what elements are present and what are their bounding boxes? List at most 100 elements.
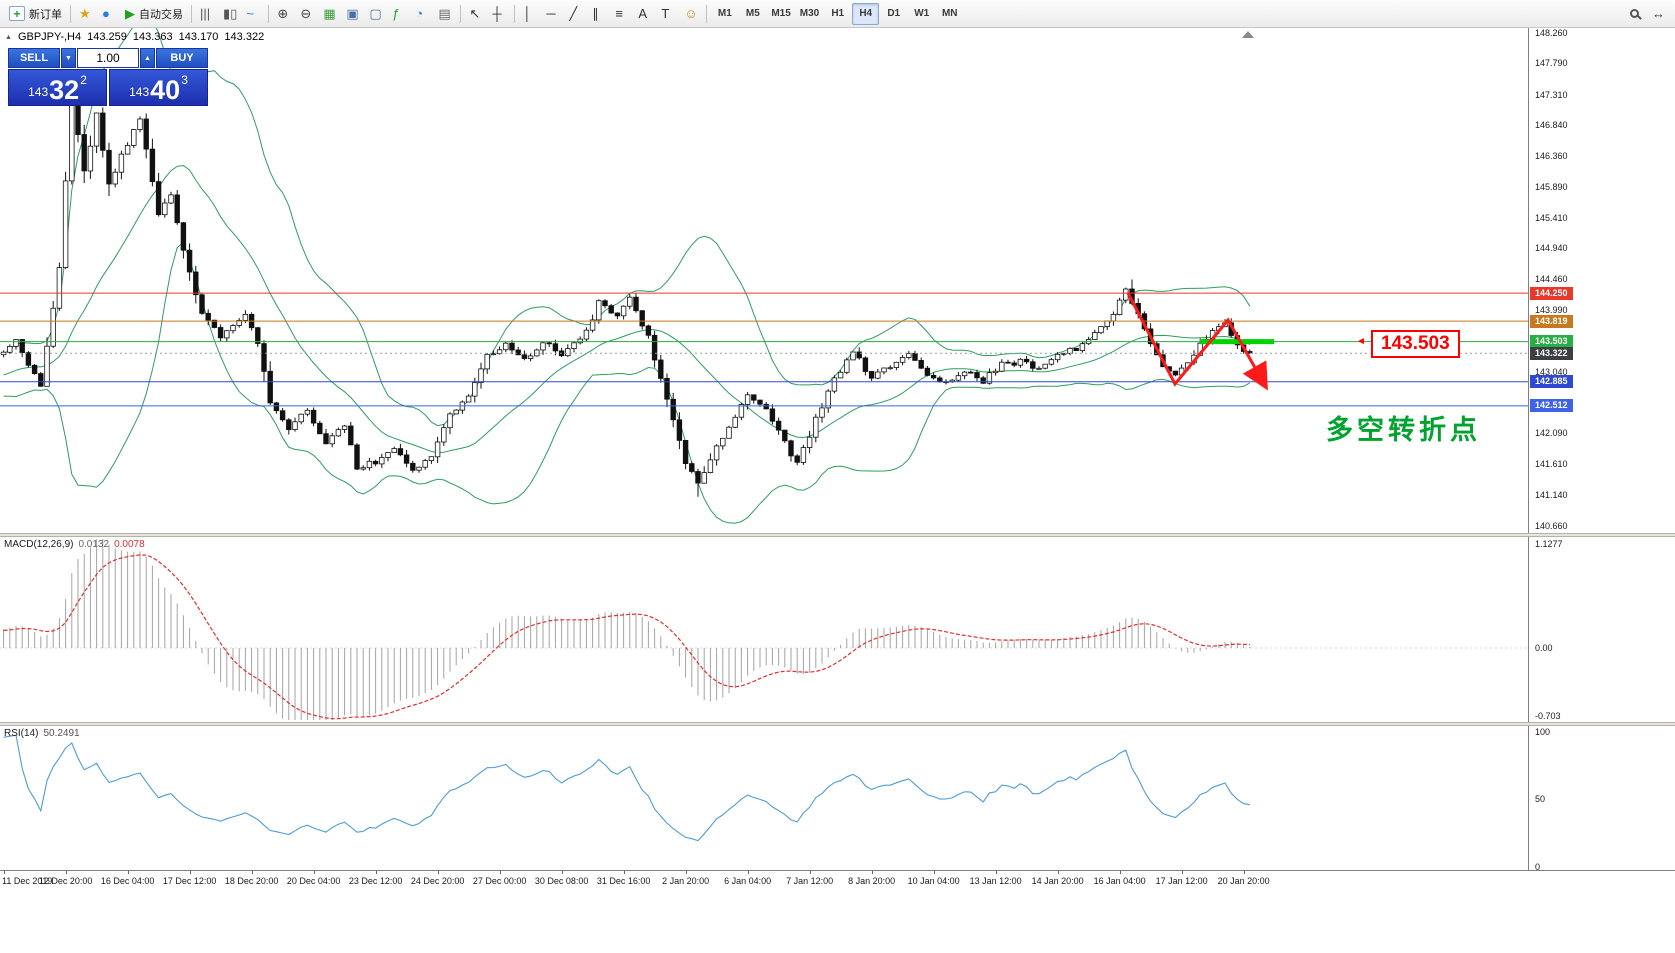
time-axis-tick: [251, 871, 253, 874]
metaeditor-button[interactable]: ★: [75, 3, 97, 25]
price-tag-143.503: 143.503: [1530, 335, 1573, 349]
chart-candles-button[interactable]: ▮▯: [219, 3, 241, 25]
time-axis-label: 20 Jan 20:00: [1217, 876, 1270, 886]
price-tag-143.819: 143.819: [1530, 314, 1573, 328]
timeframe-h4-button[interactable]: H4: [852, 2, 880, 25]
timeframe-h1-button[interactable]: H1: [824, 3, 851, 25]
channel-button[interactable]: ∥: [588, 3, 610, 25]
timeframe-m15-button[interactable]: M15: [767, 3, 794, 25]
macd-axis-tick: -0.703: [1535, 710, 1561, 721]
timeframe-m1-button[interactable]: M1: [711, 3, 738, 25]
toolbar-separator: [70, 4, 71, 23]
chart-symbol-header: ▲ GBPJPY-,H4 143.259 143.363 143.170 143…: [5, 31, 264, 43]
timeframe-m5-button[interactable]: M5: [739, 3, 766, 25]
indicators-icon: ƒ: [392, 6, 400, 21]
autotrading-play-icon: ▶: [125, 6, 135, 21]
zoom-in-button[interactable]: ⊕: [273, 3, 295, 25]
time-axis-tick: [1181, 871, 1183, 874]
rsi-axis-tick: 50: [1535, 793, 1546, 804]
trendline-button[interactable]: ╱: [565, 3, 587, 25]
tile-windows-button[interactable]: ▦: [319, 3, 341, 25]
buy-price-button[interactable]: 143 40 3: [109, 69, 208, 106]
fibonacci-icon: ≡: [615, 6, 623, 21]
search-button[interactable]: [1624, 3, 1647, 25]
ohlc-open: 143.259: [87, 31, 127, 43]
price-callout-box[interactable]: 143.503: [1371, 330, 1460, 358]
timeframe-d1-button[interactable]: D1: [880, 3, 907, 25]
vertical-line-icon: │: [523, 6, 532, 21]
text-button[interactable]: A: [634, 3, 656, 25]
timeframe-m30-button[interactable]: M30: [796, 3, 823, 25]
text-icon: A: [638, 6, 647, 21]
price-axis-tick: 144.460: [1535, 274, 1568, 285]
volume-increase-button[interactable]: ▲: [140, 48, 155, 68]
fibonacci-button[interactable]: ≡: [611, 3, 633, 25]
sell-button[interactable]: SELL: [8, 48, 60, 68]
timeframe-mn-button[interactable]: MN: [936, 3, 963, 25]
turning-point-text[interactable]: 多空转折点: [1326, 415, 1481, 445]
price-axis[interactable]: 148.260 147.790 147.310 146.840 146.360 145.8…: [1528, 28, 1675, 872]
time-axis-tick: [499, 871, 501, 874]
cascade-windows-button[interactable]: ▣: [342, 3, 364, 25]
sell-price-fraction: 2: [80, 73, 87, 87]
cursor-icon: ↖: [469, 6, 481, 21]
price-chart-canvas[interactable]: [0, 28, 1528, 533]
price-axis-tick: 143.990: [1535, 304, 1568, 315]
candles-chart-icon: ▮▯: [223, 6, 238, 21]
time-axis-tick: [871, 871, 873, 874]
price-axis-tick: 146.840: [1535, 120, 1568, 131]
new-chart-button[interactable]: ▢: [365, 3, 387, 25]
periods-button[interactable]: ◔: [411, 3, 433, 25]
crosshair-icon: ┼: [492, 6, 502, 21]
rsi-axis-tick: 100: [1535, 727, 1551, 737]
time-axis-tick: [1119, 871, 1121, 874]
time-axis-label: 14 Jan 20:00: [1031, 876, 1084, 886]
rsi-value: 50.2491: [43, 728, 80, 739]
time-axis-tick: [375, 871, 377, 874]
rsi-panel-canvas[interactable]: [0, 726, 1528, 870]
time-axis-tick: [1057, 871, 1059, 874]
sell-price-button[interactable]: 143 32 2: [8, 69, 107, 106]
arrows-button[interactable]: ☺: [680, 3, 702, 25]
time-axis-label: 6 Jan 04:00: [724, 876, 772, 886]
autotrading-button[interactable]: ▶ 自动交易: [121, 3, 187, 25]
templates-button[interactable]: ▤: [434, 3, 456, 25]
price-axis-tick: 148.260: [1535, 28, 1568, 38]
price-axis-tick: 143.040: [1535, 366, 1568, 377]
label-button[interactable]: T: [657, 3, 679, 25]
chart-shift-marker: [1242, 31, 1254, 38]
metaeditor-icon: ★: [79, 6, 91, 21]
crosshair-button[interactable]: ┼: [488, 3, 510, 25]
timeframe-w1-button[interactable]: W1: [908, 3, 935, 25]
volume-input[interactable]: [77, 48, 139, 68]
candlestick-series: [0, 91, 1253, 497]
indicators-button[interactable]: ƒ: [388, 3, 410, 25]
time-axis-tick: [313, 871, 315, 874]
chart-bars-button[interactable]: |||: [196, 3, 218, 25]
buy-button[interactable]: BUY: [156, 48, 208, 68]
new-order-button[interactable]: + 新订单: [5, 3, 66, 25]
time-axis-tick: [623, 871, 625, 874]
market-button[interactable]: ●: [98, 3, 120, 25]
cursor-button[interactable]: ↖: [465, 3, 487, 25]
zoom-out-button[interactable]: ⊖: [296, 3, 318, 25]
time-axis[interactable]: 11 Dec 2019 12 Dec 20:00 16 Dec 04:00 17 De…: [0, 870, 1675, 892]
price-axis-tick: 146.360: [1535, 151, 1568, 162]
price-axis-tick: 145.890: [1535, 181, 1568, 192]
price-axis-tick: 144.940: [1535, 243, 1568, 254]
time-axis-label: 16 Dec 04:00: [100, 876, 155, 886]
panel-splitter[interactable]: [0, 533, 1675, 537]
time-axis-label: 16 Jan 04:00: [1093, 876, 1146, 886]
time-axis-label: 8 Jan 20:00: [848, 876, 896, 886]
hline-button[interactable]: ─: [542, 3, 564, 25]
time-axis-label: 10 Jan 04:00: [907, 876, 960, 886]
volume-decrease-button[interactable]: ▼: [61, 48, 76, 68]
panel-splitter[interactable]: [0, 722, 1675, 726]
macd-panel-canvas[interactable]: [0, 537, 1528, 722]
callout-arrow-icon: ◄: [1356, 336, 1366, 347]
chart-line-button[interactable]: ~: [242, 3, 264, 25]
toggle-fullscreen-button[interactable]: ↔: [1648, 3, 1670, 25]
tile-windows-icon: ▦: [323, 6, 336, 21]
vline-button[interactable]: │: [519, 3, 541, 25]
